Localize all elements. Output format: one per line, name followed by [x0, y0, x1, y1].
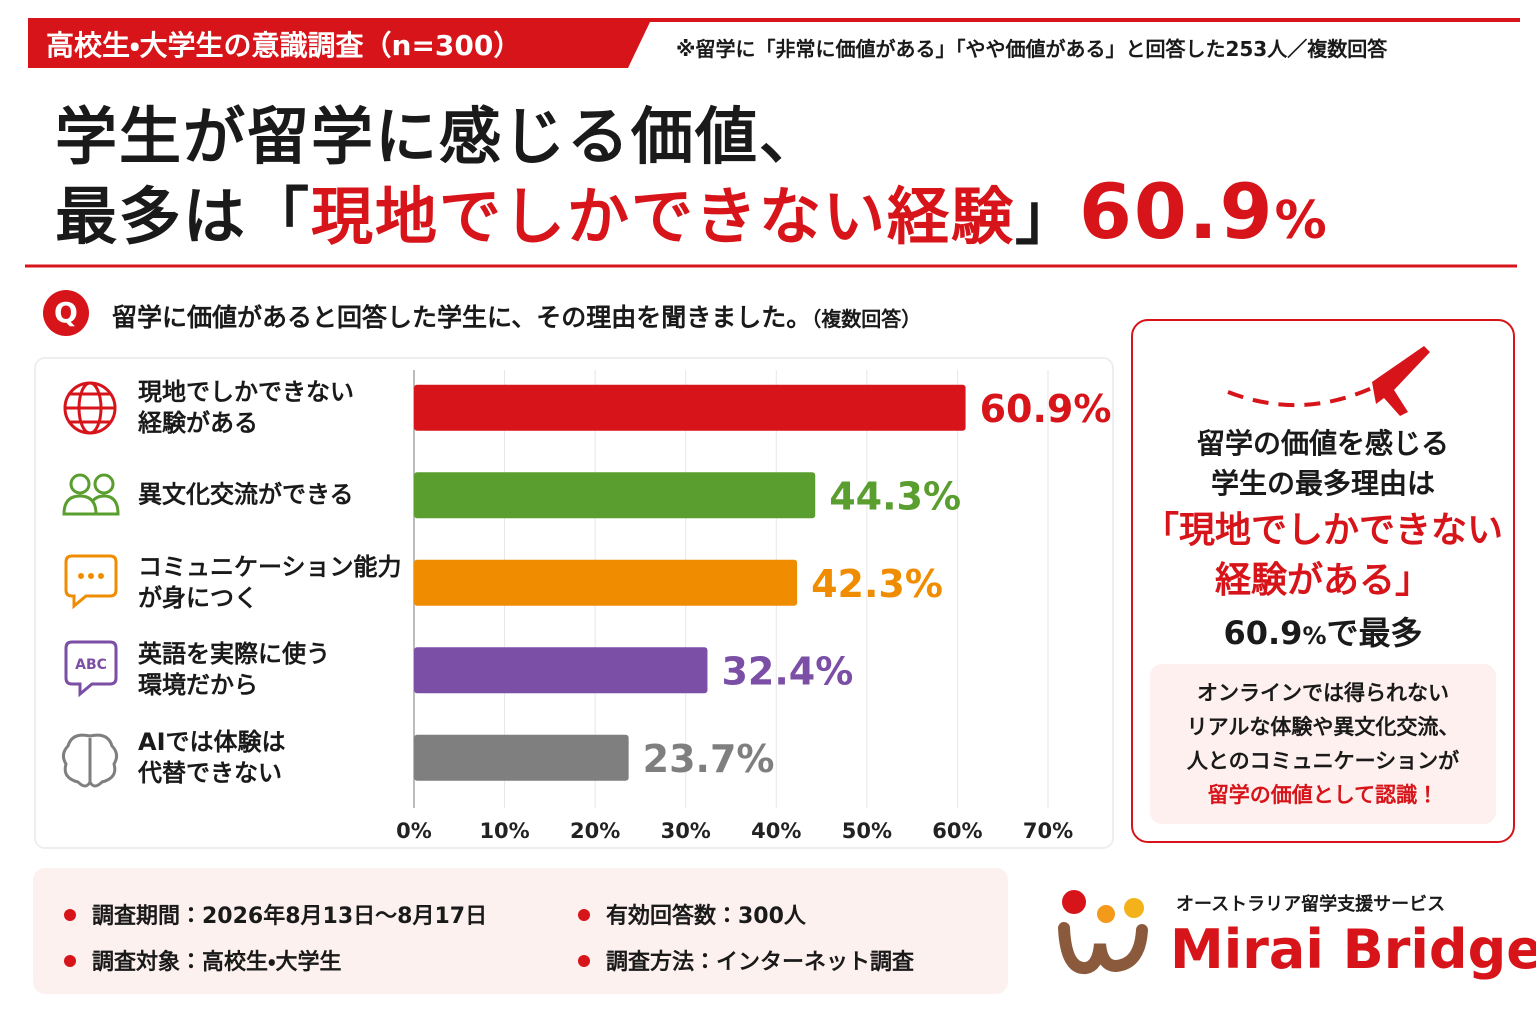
bar-chart: 0% 10% 20% 30% 40% 50% 60% 70% 60.9% 44.3% 42.3% 32…: [396, 370, 1111, 843]
x-tick-label: 60%: [932, 819, 982, 843]
x-tick-label: 30%: [661, 819, 711, 843]
survey-badge: 高校生・大学生の意識調査（n=300）: [46, 29, 522, 62]
callout-figure-line: 60.9%で最多: [1136, 608, 1510, 654]
globe-icon: [63, 381, 117, 435]
callout-highlight-line: 「現地でしかできない: [1142, 510, 1503, 551]
value-label: 60.9%: [980, 387, 1112, 431]
value-label: 23.7%: [643, 737, 775, 781]
x-tick-label: 0%: [396, 819, 432, 843]
category-label: コミュニケーション能力 が身につく: [138, 552, 402, 612]
callout-detail-line: リアルな体験や異文化交流、: [1186, 715, 1460, 739]
brand-tagline: オーストラリア留学支援サービス: [1176, 894, 1446, 915]
callout-line: 学生の最多理由は: [1210, 467, 1435, 500]
footer-item: 調査期間：2026年8月13日～8月17日: [64, 898, 487, 930]
headline-line1: 学生が留学に感じる価値、: [55, 100, 824, 173]
callout-detail-box: [1150, 664, 1496, 824]
bar: [414, 559, 798, 606]
callout-lines: 留学の価値を感じる 学生の最多理由は: [1136, 424, 1510, 504]
callout-detail-highlight: 留学の価値として認識！: [1207, 783, 1439, 807]
callout-highlight-line: 経験がある」: [1214, 560, 1431, 601]
callout-detail: オンラインでは得られない リアルな体験や異文化交流、 人とのコミュニケーションが…: [1136, 676, 1510, 812]
category-label: 異文化交流ができる: [138, 480, 354, 509]
brain-icon: [61, 733, 119, 788]
question-text: 留学に価値があると回答した学生に、その理由を聞きました。: [112, 303, 812, 332]
plane-icon: [1372, 346, 1430, 416]
callout-figure: 60.9: [1223, 614, 1303, 652]
headline-text: 最多は「: [55, 180, 312, 253]
headline-text: 」: [1015, 180, 1080, 253]
value-label: 32.4%: [721, 649, 853, 693]
header-band: [28, 18, 1520, 68]
abc-icon: [64, 640, 118, 698]
x-tick-label: 40%: [751, 819, 801, 843]
footer-item: 調査方法：インターネット調査: [578, 944, 914, 976]
chat-icon: [64, 554, 118, 610]
brand-name: Mirai Bridge: [1170, 918, 1536, 981]
question: 留学に価値があると回答した学生に、その理由を聞きました。（複数回答）: [112, 298, 921, 334]
flight-path: [1227, 386, 1373, 408]
bar: [414, 384, 966, 431]
value-label: 44.3%: [829, 474, 961, 518]
headline-figure: 60.9: [1079, 167, 1275, 256]
category-label: AIでは体験は 代替できない: [138, 727, 286, 787]
category-label: 現地でしかできない 経験がある: [138, 377, 354, 437]
footer-item: 調査対象：高校生・大学生: [64, 944, 341, 976]
x-tick-label: 20%: [570, 819, 620, 843]
callout-detail-line: オンラインでは得られない: [1197, 681, 1449, 705]
callout-line: 留学の価値を感じる: [1196, 427, 1449, 460]
category-label: 英語を実際に使う 環境だから: [138, 640, 330, 700]
bar: [414, 734, 629, 781]
people-icon: [62, 473, 120, 516]
value-label: 42.3%: [811, 562, 943, 606]
headline-line2: 最多は「現地でしかできない経験」60.9%: [55, 166, 1329, 256]
question-note: （複数回答）: [811, 307, 922, 331]
footer-item: 有効回答数：300人: [578, 898, 806, 930]
bar: [414, 472, 816, 519]
icons: ABC: [61, 381, 120, 788]
x-tick-label: 70%: [1023, 819, 1073, 843]
x-tick-label: 50%: [842, 819, 892, 843]
q-marker: Q: [54, 296, 78, 329]
abc-icon-text: ABC: [75, 657, 107, 673]
callout-unit: %: [1302, 622, 1327, 650]
x-tick-label: 10%: [479, 819, 529, 843]
callout-suffix: で最多: [1326, 614, 1423, 652]
callout-detail-line: 人とのコミュニケーションが: [1186, 749, 1460, 773]
q-circle: [43, 290, 89, 336]
logo-mark: [1058, 890, 1148, 974]
headline-emphasis: 現地でしかできない経験: [311, 180, 1016, 253]
headline-unit: %: [1274, 191, 1329, 251]
bar: [414, 647, 708, 694]
callout-highlight: 「現地でしかできない 経験がある」: [1136, 506, 1510, 606]
survey-note: ※留学に「非常に価値がある」「やや価値がある」と回答した253人／複数回答: [676, 37, 1388, 61]
